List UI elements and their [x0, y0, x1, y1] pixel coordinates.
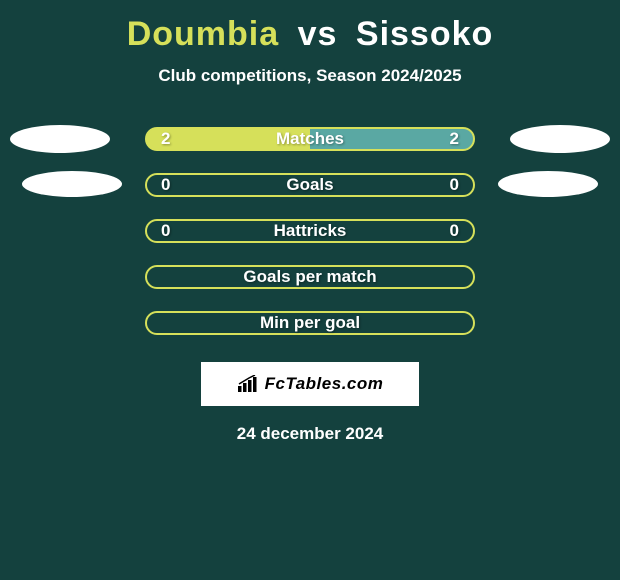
stats-area: 2 Matches 2 0 Goals 0 0 Hattricks 0 Goals per mat… [0, 116, 620, 346]
stat-row: Goals per match [0, 254, 620, 300]
date-label: 24 december 2024 [0, 424, 620, 444]
stat-row: Min per goal [0, 300, 620, 346]
stat-value-right: 0 [450, 221, 459, 241]
stat-bar: 0 Goals 0 [145, 173, 475, 197]
stat-value-left: 0 [161, 221, 170, 241]
chart-icon [237, 375, 259, 393]
stat-label: Goals [286, 175, 333, 195]
infographic-container: Doumbia vs Sissoko Club competitions, Se… [0, 0, 620, 580]
subtitle: Club competitions, Season 2024/2025 [0, 66, 620, 86]
title-vs: vs [298, 15, 338, 53]
stat-label: Min per goal [260, 313, 360, 333]
stat-label: Matches [276, 129, 344, 149]
stat-bar: Min per goal [145, 311, 475, 335]
stat-value-right: 2 [450, 129, 459, 149]
stat-label: Hattricks [274, 221, 347, 241]
stat-label: Goals per match [243, 267, 376, 287]
stat-row: 0 Hattricks 0 [0, 208, 620, 254]
watermark-badge: FcTables.com [201, 362, 419, 406]
stat-value-left: 0 [161, 175, 170, 195]
stat-row: 0 Goals 0 [0, 162, 620, 208]
stat-value-right: 0 [450, 175, 459, 195]
stat-value-left: 2 [161, 129, 170, 149]
stat-bar: 0 Hattricks 0 [145, 219, 475, 243]
title-player-left: Doumbia [127, 15, 279, 53]
title-player-right: Sissoko [356, 15, 493, 53]
page-title: Doumbia vs Sissoko [0, 15, 620, 54]
stat-bar: Goals per match [145, 265, 475, 289]
stat-bar: 2 Matches 2 [145, 127, 475, 151]
watermark-text: FcTables.com [265, 374, 384, 394]
stat-row: 2 Matches 2 [0, 116, 620, 162]
